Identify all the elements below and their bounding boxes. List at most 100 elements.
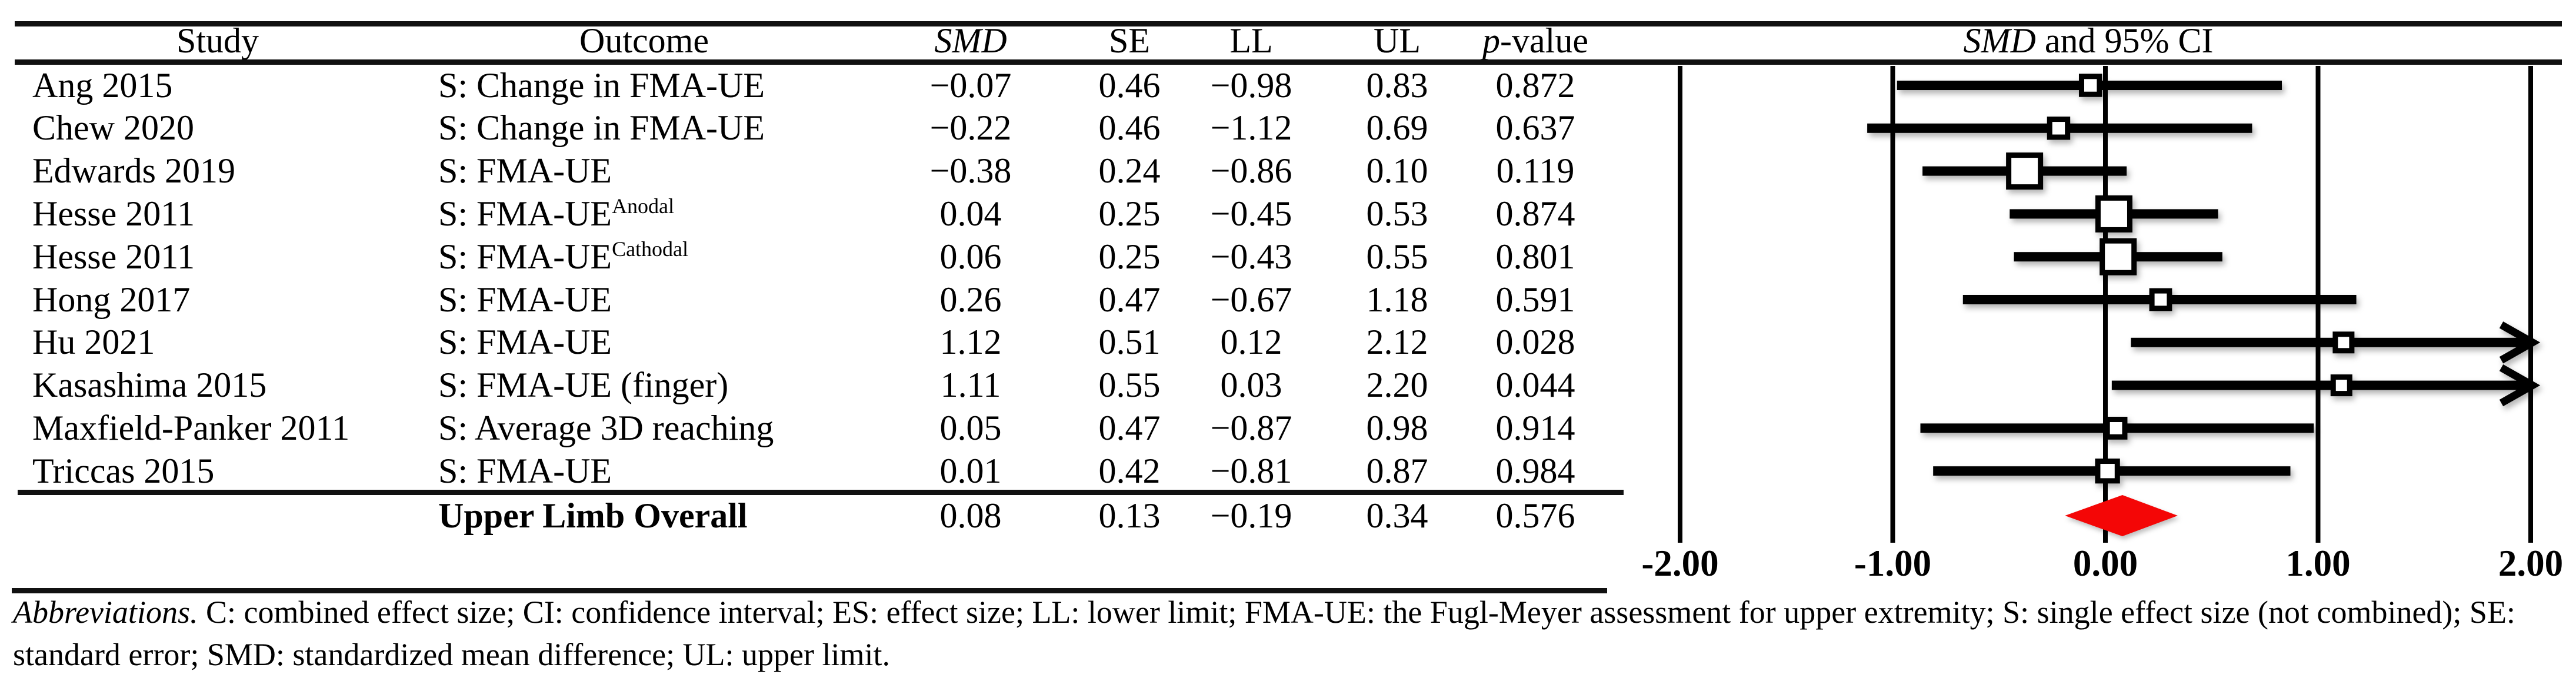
cell-outcome: S: FMA-UE bbox=[438, 280, 612, 319]
cell-ll: 0.12 bbox=[1220, 323, 1282, 362]
abbreviations-footnote: Abbreviations. C: combined effect size; … bbox=[13, 591, 2560, 676]
outcome-superscript: Anodal bbox=[612, 194, 675, 218]
col-header-p-value: p-value bbox=[1447, 21, 1624, 60]
axis-gridline bbox=[1890, 66, 1895, 543]
outcome-superscript: Cathodal bbox=[612, 237, 689, 261]
cell-se: 0.47 bbox=[1098, 408, 1161, 447]
overall-row: Upper Limb Overall 0.08 0.13 −0.19 0.34 … bbox=[0, 494, 1647, 537]
effect-square-marker bbox=[2006, 152, 2044, 190]
cell-outcome: S: FMA-UE bbox=[438, 451, 612, 490]
col-header-se: SE bbox=[1108, 21, 1151, 60]
cell-smd: 0.05 bbox=[939, 408, 1002, 447]
cell-smd: 0.26 bbox=[939, 280, 1002, 319]
col-header-study: Study bbox=[176, 21, 259, 60]
cell-ll: −0.98 bbox=[1210, 65, 1292, 105]
table-row: Hesse 2011 S: FMA-UEAnodal 0.04 0.25 −0.45 0.… bbox=[0, 192, 1647, 235]
cell-se: 0.51 bbox=[1098, 323, 1161, 362]
cell-p-value: 0.119 bbox=[1496, 151, 1575, 191]
cell-smd: 0.06 bbox=[939, 237, 1002, 276]
x-axis-tick-label: 2.00 bbox=[2498, 543, 2564, 584]
cell-se: 0.55 bbox=[1098, 366, 1161, 405]
ci-arrowhead bbox=[2499, 321, 2541, 364]
cell-study: Edwards 2019 bbox=[32, 151, 235, 191]
effect-square-marker bbox=[2095, 459, 2120, 484]
col-header-outcome: Outcome bbox=[579, 21, 709, 60]
cell-ll: −0.45 bbox=[1210, 194, 1292, 233]
cell-ul: 0.98 bbox=[1366, 408, 1428, 447]
cell-p-value: 0.874 bbox=[1495, 194, 1575, 233]
effect-square-marker bbox=[2330, 374, 2352, 397]
cell-se: 0.46 bbox=[1098, 65, 1161, 105]
cell-smd: −0.38 bbox=[929, 151, 1012, 191]
cell-study: Chew 2020 bbox=[32, 108, 194, 148]
cell-smd: −0.22 bbox=[929, 108, 1012, 148]
cell-se: 0.25 bbox=[1098, 194, 1161, 233]
x-axis-tick-label: 0.00 bbox=[2072, 543, 2138, 584]
overall-p: 0.576 bbox=[1495, 496, 1575, 535]
cell-smd: 1.12 bbox=[939, 323, 1002, 362]
cell-p-value: 0.914 bbox=[1495, 408, 1575, 447]
effect-square-marker bbox=[2332, 331, 2355, 354]
cell-smd: 0.01 bbox=[939, 451, 1002, 490]
overall-diamond-marker bbox=[2065, 495, 2178, 536]
effect-square-marker bbox=[2047, 117, 2071, 140]
cell-ul: 2.20 bbox=[1366, 366, 1428, 405]
cell-study: Hu 2021 bbox=[32, 323, 155, 362]
cell-outcome: S: Change in FMA-UE bbox=[438, 65, 765, 105]
cell-study: Kasashima 2015 bbox=[32, 366, 267, 405]
table-row: Ang 2015 S: Change in FMA-UE −0.07 0.46 −0.9… bbox=[0, 64, 1647, 107]
table-row: Hu 2021 S: FMA-UE 1.12 0.51 0.12 2.12 0.028 bbox=[0, 321, 1647, 364]
cell-ul: 0.55 bbox=[1366, 237, 1428, 276]
cell-p-value: 0.872 bbox=[1495, 65, 1575, 105]
x-axis-tick-label: 1.00 bbox=[2285, 543, 2351, 584]
cell-ll: 0.03 bbox=[1220, 366, 1282, 405]
cell-ul: 2.12 bbox=[1366, 323, 1428, 362]
cell-p-value: 0.591 bbox=[1495, 280, 1575, 319]
p-value-rest: -value bbox=[1500, 21, 1588, 60]
cell-smd: 1.11 bbox=[940, 366, 1001, 405]
cell-ll: −0.67 bbox=[1210, 280, 1292, 319]
cell-se: 0.46 bbox=[1098, 108, 1161, 148]
cell-outcome: S: FMA-UECathodal bbox=[438, 237, 689, 276]
overall-ll: −0.19 bbox=[1210, 496, 1292, 535]
cell-outcome: S: Change in FMA-UE bbox=[438, 108, 765, 148]
cell-ul: 1.18 bbox=[1366, 280, 1428, 319]
cell-se: 0.42 bbox=[1098, 451, 1161, 490]
cell-ul: 0.53 bbox=[1366, 194, 1428, 233]
cell-study: Hesse 2011 bbox=[32, 194, 195, 233]
table-row: Maxfield-Panker 2011 S: Average 3D reachi… bbox=[0, 407, 1647, 450]
cell-p-value: 0.801 bbox=[1495, 237, 1575, 276]
table-row: Triccas 2015 S: FMA-UE 0.01 0.42 −0.81 0.87 0.… bbox=[0, 450, 1647, 493]
cell-se: 0.24 bbox=[1098, 151, 1161, 191]
cell-study: Triccas 2015 bbox=[32, 451, 215, 490]
cell-ll: −0.87 bbox=[1210, 408, 1292, 447]
cell-ul: 0.83 bbox=[1366, 65, 1428, 105]
ci-arrowhead bbox=[2499, 364, 2541, 407]
cell-study: Hong 2017 bbox=[32, 280, 191, 319]
overall-label: Upper Limb Overall bbox=[438, 496, 748, 535]
study-markers bbox=[1867, 74, 2541, 484]
table-row: Hesse 2011 S: FMA-UECathodal 0.06 0.25 −0.43… bbox=[0, 235, 1647, 278]
table-row: Chew 2020 S: Change in FMA-UE −0.22 0.46 −1.… bbox=[0, 107, 1647, 150]
table-row: Edwards 2019 S: FMA-UE −0.38 0.24 −0.86 0.10 0… bbox=[0, 150, 1647, 192]
cell-ll: −0.86 bbox=[1210, 151, 1292, 191]
header-rule bbox=[15, 59, 2562, 65]
cell-smd: −0.07 bbox=[929, 65, 1012, 105]
cell-study: Maxfield-Panker 2011 bbox=[32, 408, 350, 447]
cell-ll: −1.12 bbox=[1210, 108, 1292, 148]
cell-p-value: 0.028 bbox=[1495, 323, 1575, 362]
col-header-ll: LL bbox=[1229, 21, 1273, 60]
cell-p-value: 0.637 bbox=[1495, 108, 1575, 148]
plot-title: SMD and 95% CI bbox=[1677, 21, 2500, 60]
cell-ul: 0.87 bbox=[1366, 451, 1428, 490]
overall-ul: 0.34 bbox=[1366, 496, 1428, 535]
table-row: Kasashima 2015 S: FMA-UE (finger) 1.11 0.55… bbox=[0, 364, 1647, 407]
plot-title-smd: SMD bbox=[1963, 21, 2036, 60]
cell-ul: 0.10 bbox=[1366, 151, 1428, 191]
cell-se: 0.47 bbox=[1098, 280, 1161, 319]
cell-study: Ang 2015 bbox=[32, 65, 173, 105]
effect-square-marker bbox=[2100, 238, 2137, 275]
axis-gridline bbox=[2528, 66, 2533, 543]
cell-outcome: S: FMA-UE bbox=[438, 323, 612, 362]
ci-whisker bbox=[2131, 337, 2531, 347]
